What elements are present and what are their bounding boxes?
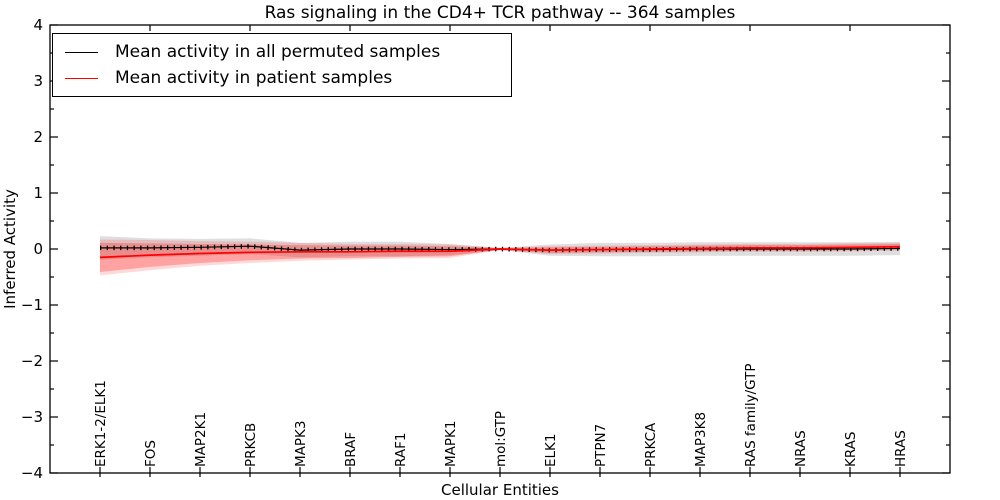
legend-label-permuted: Mean activity in all permuted samples [115, 42, 441, 62]
x-tick-label: BRAF [343, 432, 359, 467]
x-tick-label: KRAS [843, 432, 859, 468]
legend-item-permuted: Mean activity in all permuted samples [65, 41, 501, 63]
y-tick-label: −4 [21, 464, 43, 482]
legend-line-patient-icon [65, 77, 98, 79]
patient-mean-line [99, 245, 901, 259]
x-tick-label: RAS family/GTP [743, 363, 759, 467]
x-axis-label: Cellular Entities [441, 481, 559, 499]
x-tick-label: PRKCB [243, 423, 259, 467]
legend-line-permuted-icon [65, 51, 98, 53]
x-tick-label: NRAS [793, 430, 809, 467]
y-axis-label: Inferred Activity [1, 189, 19, 309]
y-tick-label: −1 [21, 296, 43, 314]
x-tick-label: MAP3K8 [693, 412, 709, 467]
x-tick-label: PTPN7 [593, 424, 609, 467]
x-tick-label: RAF1 [393, 433, 409, 467]
y-tick-label: 3 [33, 72, 43, 90]
x-tick-label: MAPK1 [443, 421, 459, 467]
axis-ticks [50, 24, 950, 477]
permuted-band [100, 236, 900, 260]
legend: Mean activity in all permuted samples Me… [52, 33, 512, 97]
legend-label-patient: Mean activity in patient samples [115, 68, 393, 88]
x-tick-label: MAPK3 [293, 421, 309, 467]
y-tick-label: 4 [33, 16, 43, 34]
x-tick-label: PRKCA [643, 422, 659, 467]
y-tick-label: −3 [21, 408, 43, 426]
y-tick-label: 2 [33, 128, 43, 146]
x-tick-label: mol:GTP [493, 411, 509, 467]
y-tick-label: 0 [33, 240, 43, 258]
x-tick-label: MAP2K1 [193, 412, 209, 467]
y-tick-label: 1 [33, 184, 43, 202]
legend-item-patient: Mean activity in patient samples [65, 67, 501, 89]
x-tick-label: FOS [143, 440, 159, 467]
x-tick-label: HRAS [893, 430, 909, 467]
x-tick-label: ELK1 [543, 434, 559, 468]
y-tick-label: −2 [21, 352, 43, 370]
chart-title: Ras signaling in the CD4+ TCR pathway --… [264, 3, 736, 23]
axis-tick-labels: −4 −3 −2 −1 0 1 2 3 4 ERK1-2/ELK1 FOS MAP2K1 PRKCB MA… [21, 16, 909, 482]
x-tick-label: ERK1-2/ELK1 [93, 380, 109, 467]
